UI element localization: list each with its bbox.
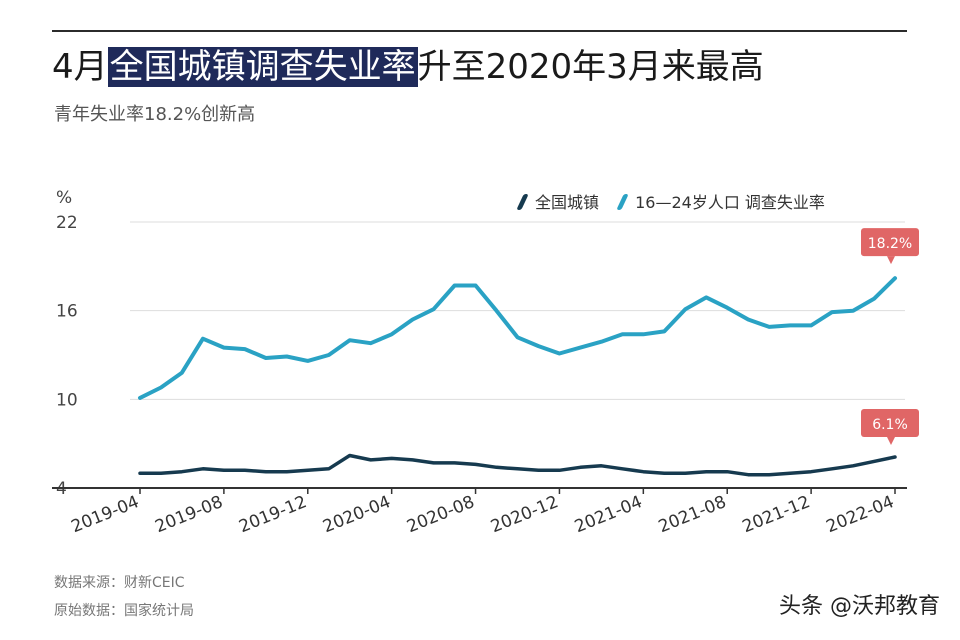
end-callout-pointer	[887, 256, 895, 265]
x-tick-label: 2022-04	[824, 492, 897, 537]
x-tick-label: 2020-12	[488, 492, 561, 537]
end-callout-box	[861, 408, 919, 437]
title-prefix: 4月	[52, 47, 108, 87]
legend-item-national: 全国城镇	[516, 189, 600, 213]
end-callout-box	[861, 228, 919, 257]
x-tick-label: 2021-04	[572, 492, 645, 537]
chart-subtitle: 青年失业率18.2%创新高	[54, 104, 256, 125]
title-highlight: 全国城镇调查失业率	[107, 47, 418, 87]
x-tick-label: 2019-12	[236, 492, 309, 537]
y-tick-label: 10	[56, 390, 78, 410]
x-tick-label: 2020-08	[404, 492, 477, 537]
y-tick-label: 22	[56, 213, 78, 233]
x-tick-label: 2021-12	[740, 492, 813, 537]
x-tick-label: 2020-04	[320, 492, 393, 537]
end-value-label: 6.1%	[872, 417, 908, 433]
legend-label-national: 全国城镇	[535, 193, 600, 212]
data-source: 数据来源：财新CEIC	[54, 575, 185, 591]
x-tick-label: 2019-08	[152, 492, 225, 537]
watermark: 头条 @沃邦教育	[779, 594, 940, 619]
x-tick-label: 2019-04	[69, 492, 142, 537]
y-tick-label: 16	[56, 302, 78, 322]
end-callout-pointer	[887, 436, 895, 445]
legend-label-youth: 16—24岁人口 调查失业率	[635, 193, 825, 212]
series-line-youth	[138, 276, 897, 400]
x-tick-label: 2021-08	[656, 492, 729, 537]
original-data-source: 原始数据：国家统计局	[54, 603, 194, 619]
legend: 全国城镇 16—24岁人口 调查失业率	[516, 189, 841, 213]
y-axis-unit: %	[56, 188, 73, 208]
end-value-label: 18.2%	[868, 236, 912, 252]
title-suffix: 升至2020年3月来最高	[417, 47, 764, 87]
series-line-national	[138, 453, 897, 477]
chart-title: 4月全国城镇调查失业率升至2020年3月来最高	[52, 44, 764, 90]
legend-item-youth: 16—24岁人口 调查失业率	[616, 189, 825, 213]
top-rule	[52, 30, 907, 32]
